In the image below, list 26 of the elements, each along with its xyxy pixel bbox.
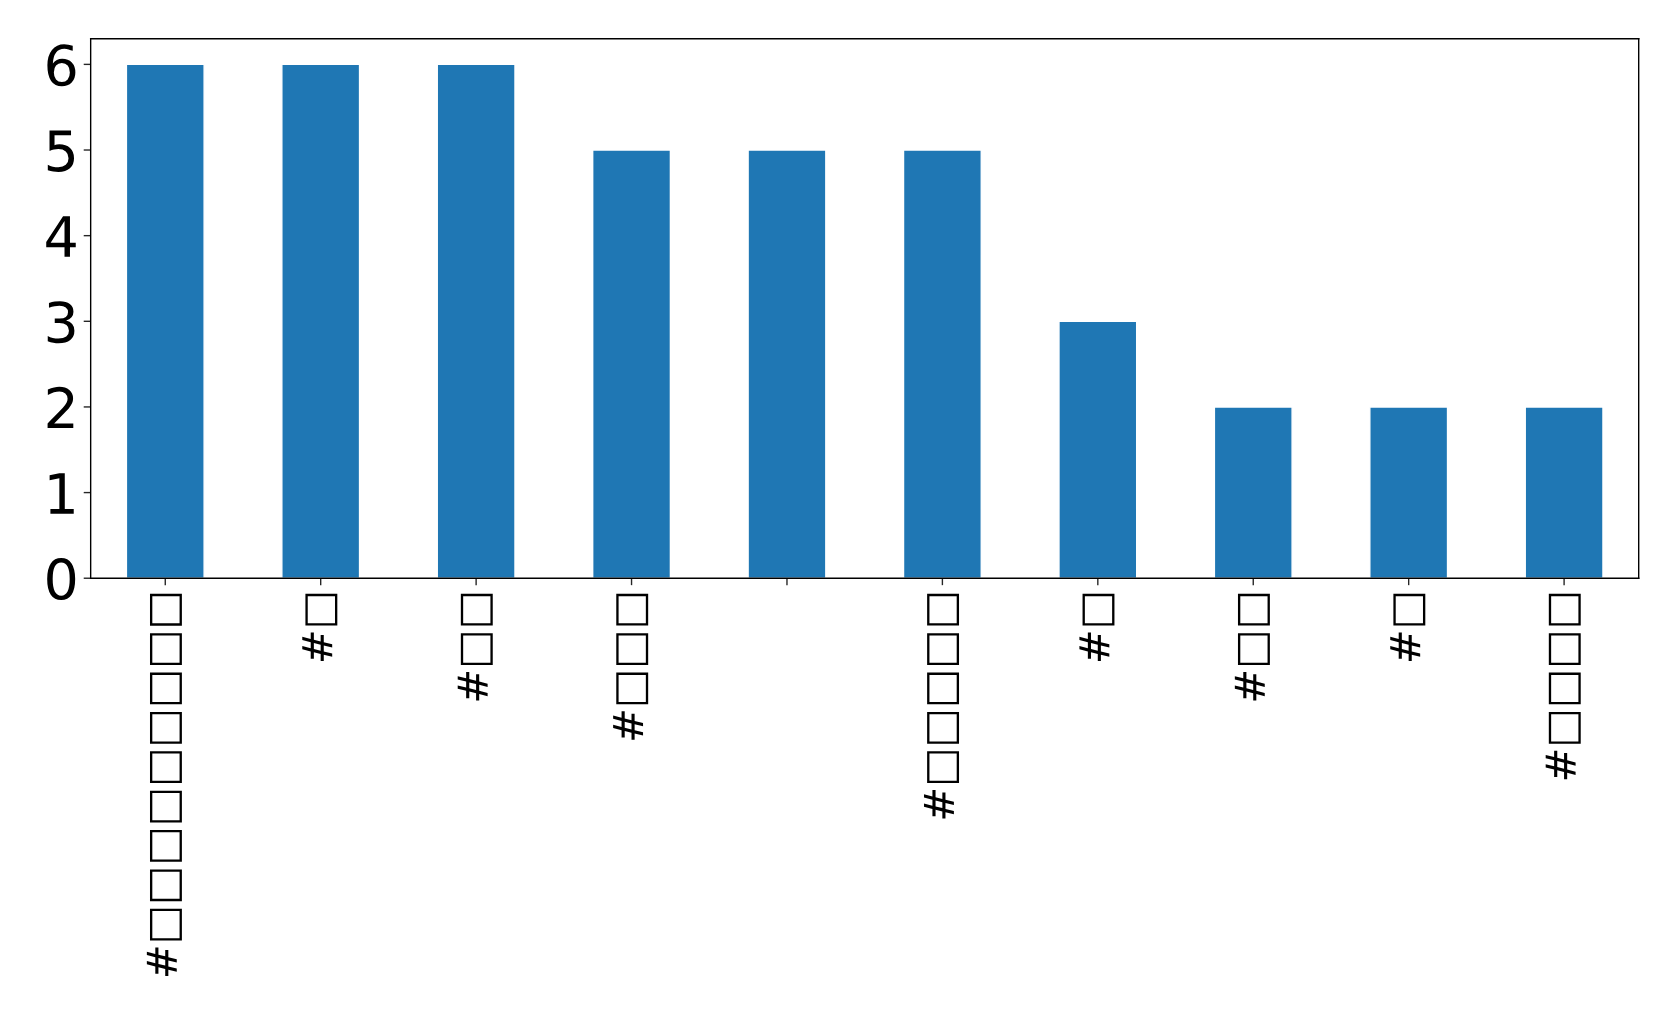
x-tick-label: #□□□□ — [1545, 593, 1581, 780]
bar — [747, 149, 827, 579]
bar — [436, 63, 516, 579]
x-tick-label: #□□ — [1234, 593, 1270, 701]
y-tick-label: 6 — [47, 44, 76, 87]
x-tick-label: #□ — [302, 593, 338, 662]
y-tick-label: 5 — [47, 130, 75, 172]
bar — [1058, 320, 1138, 579]
x-tick-label: #□□□□□□□□□ — [146, 593, 182, 977]
x-tick-label: #□□ — [457, 593, 493, 701]
bar — [1524, 406, 1604, 579]
y-tick-label: 2 — [47, 386, 74, 429]
y-tick-label: 4 — [46, 216, 76, 257]
y-tick-label: 0 — [47, 558, 76, 601]
bar — [125, 63, 205, 579]
bar — [902, 149, 982, 579]
x-tick-label: #□□□□□ — [923, 593, 960, 819]
x-tick-label: #□ — [1079, 593, 1115, 662]
bar — [281, 63, 361, 579]
bar — [1213, 406, 1293, 579]
y-tick-label: 3 — [47, 301, 75, 344]
y-tick-label: 1 — [49, 473, 74, 514]
bar — [591, 149, 672, 579]
bar — [1369, 406, 1449, 579]
x-tick-label: #□□□ — [613, 593, 649, 740]
x-tick-label: #□ — [1390, 593, 1426, 662]
